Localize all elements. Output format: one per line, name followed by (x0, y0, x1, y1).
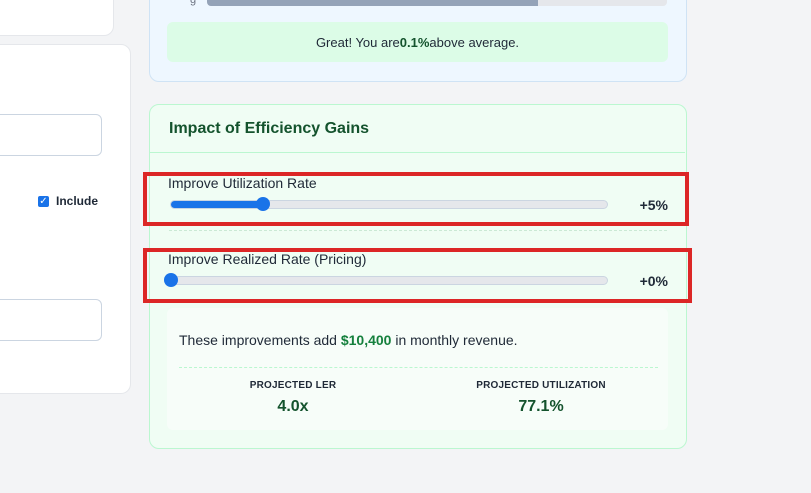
benchmark-note-value: 0.1% (399, 34, 430, 50)
include-checkbox-row[interactable]: ✓ Include (38, 194, 98, 208)
pricing-slider-thumb[interactable] (164, 273, 178, 287)
left-settings-card (0, 44, 131, 394)
result-prefix: These improvements add (179, 332, 341, 348)
utilization-slider-value: +5% (639, 197, 668, 213)
left-input-field-1[interactable] (0, 114, 102, 156)
impact-header-divider (150, 152, 685, 153)
utilization-slider-thumb[interactable] (255, 197, 270, 211)
stat-value-ler: 4.0x (277, 398, 309, 415)
benchmark-bar-fill (207, 0, 539, 6)
impact-title: Impact of Efficiency Gains (169, 120, 370, 137)
include-label: Include (56, 194, 99, 208)
benchmark-bar (207, 0, 667, 6)
impact-result-sentence: These improvements add $10,400 in monthl… (179, 332, 518, 348)
include-checkbox[interactable]: ✓ (38, 195, 49, 207)
slider-separator (169, 230, 667, 232)
result-amount: $10,400 (340, 332, 392, 348)
benchmark-note-prefix: Great! You are (315, 34, 400, 50)
highlight-box-utilization (143, 172, 689, 226)
left-card-top (0, 0, 114, 36)
left-input-field-2[interactable] (0, 299, 102, 341)
benchmark-bar-label: g (190, 0, 197, 6)
pricing-slider[interactable] (164, 273, 608, 287)
pricing-slider-value: +0% (639, 273, 668, 289)
highlight-box-pricing (143, 248, 692, 303)
result-suffix: in monthly revenue. (391, 332, 518, 348)
stat-label-utilization: PROJECTED UTILIZATION (476, 380, 606, 391)
result-separator (179, 367, 658, 368)
benchmark-note-suffix: above average. (429, 34, 520, 50)
stat-value-utilization: 77.1% (518, 398, 564, 415)
benchmark-note: Great! You are 0.1% above average. (167, 22, 668, 62)
pricing-slider-label: Improve Realized Rate (Pricing) (168, 251, 367, 267)
utilization-slider-label: Improve Utilization Rate (168, 175, 317, 191)
stat-label-ler: PROJECTED LER (249, 380, 337, 391)
utilization-slider[interactable] (170, 197, 608, 211)
utilization-slider-fill (171, 201, 263, 208)
impact-result-box (167, 308, 668, 430)
